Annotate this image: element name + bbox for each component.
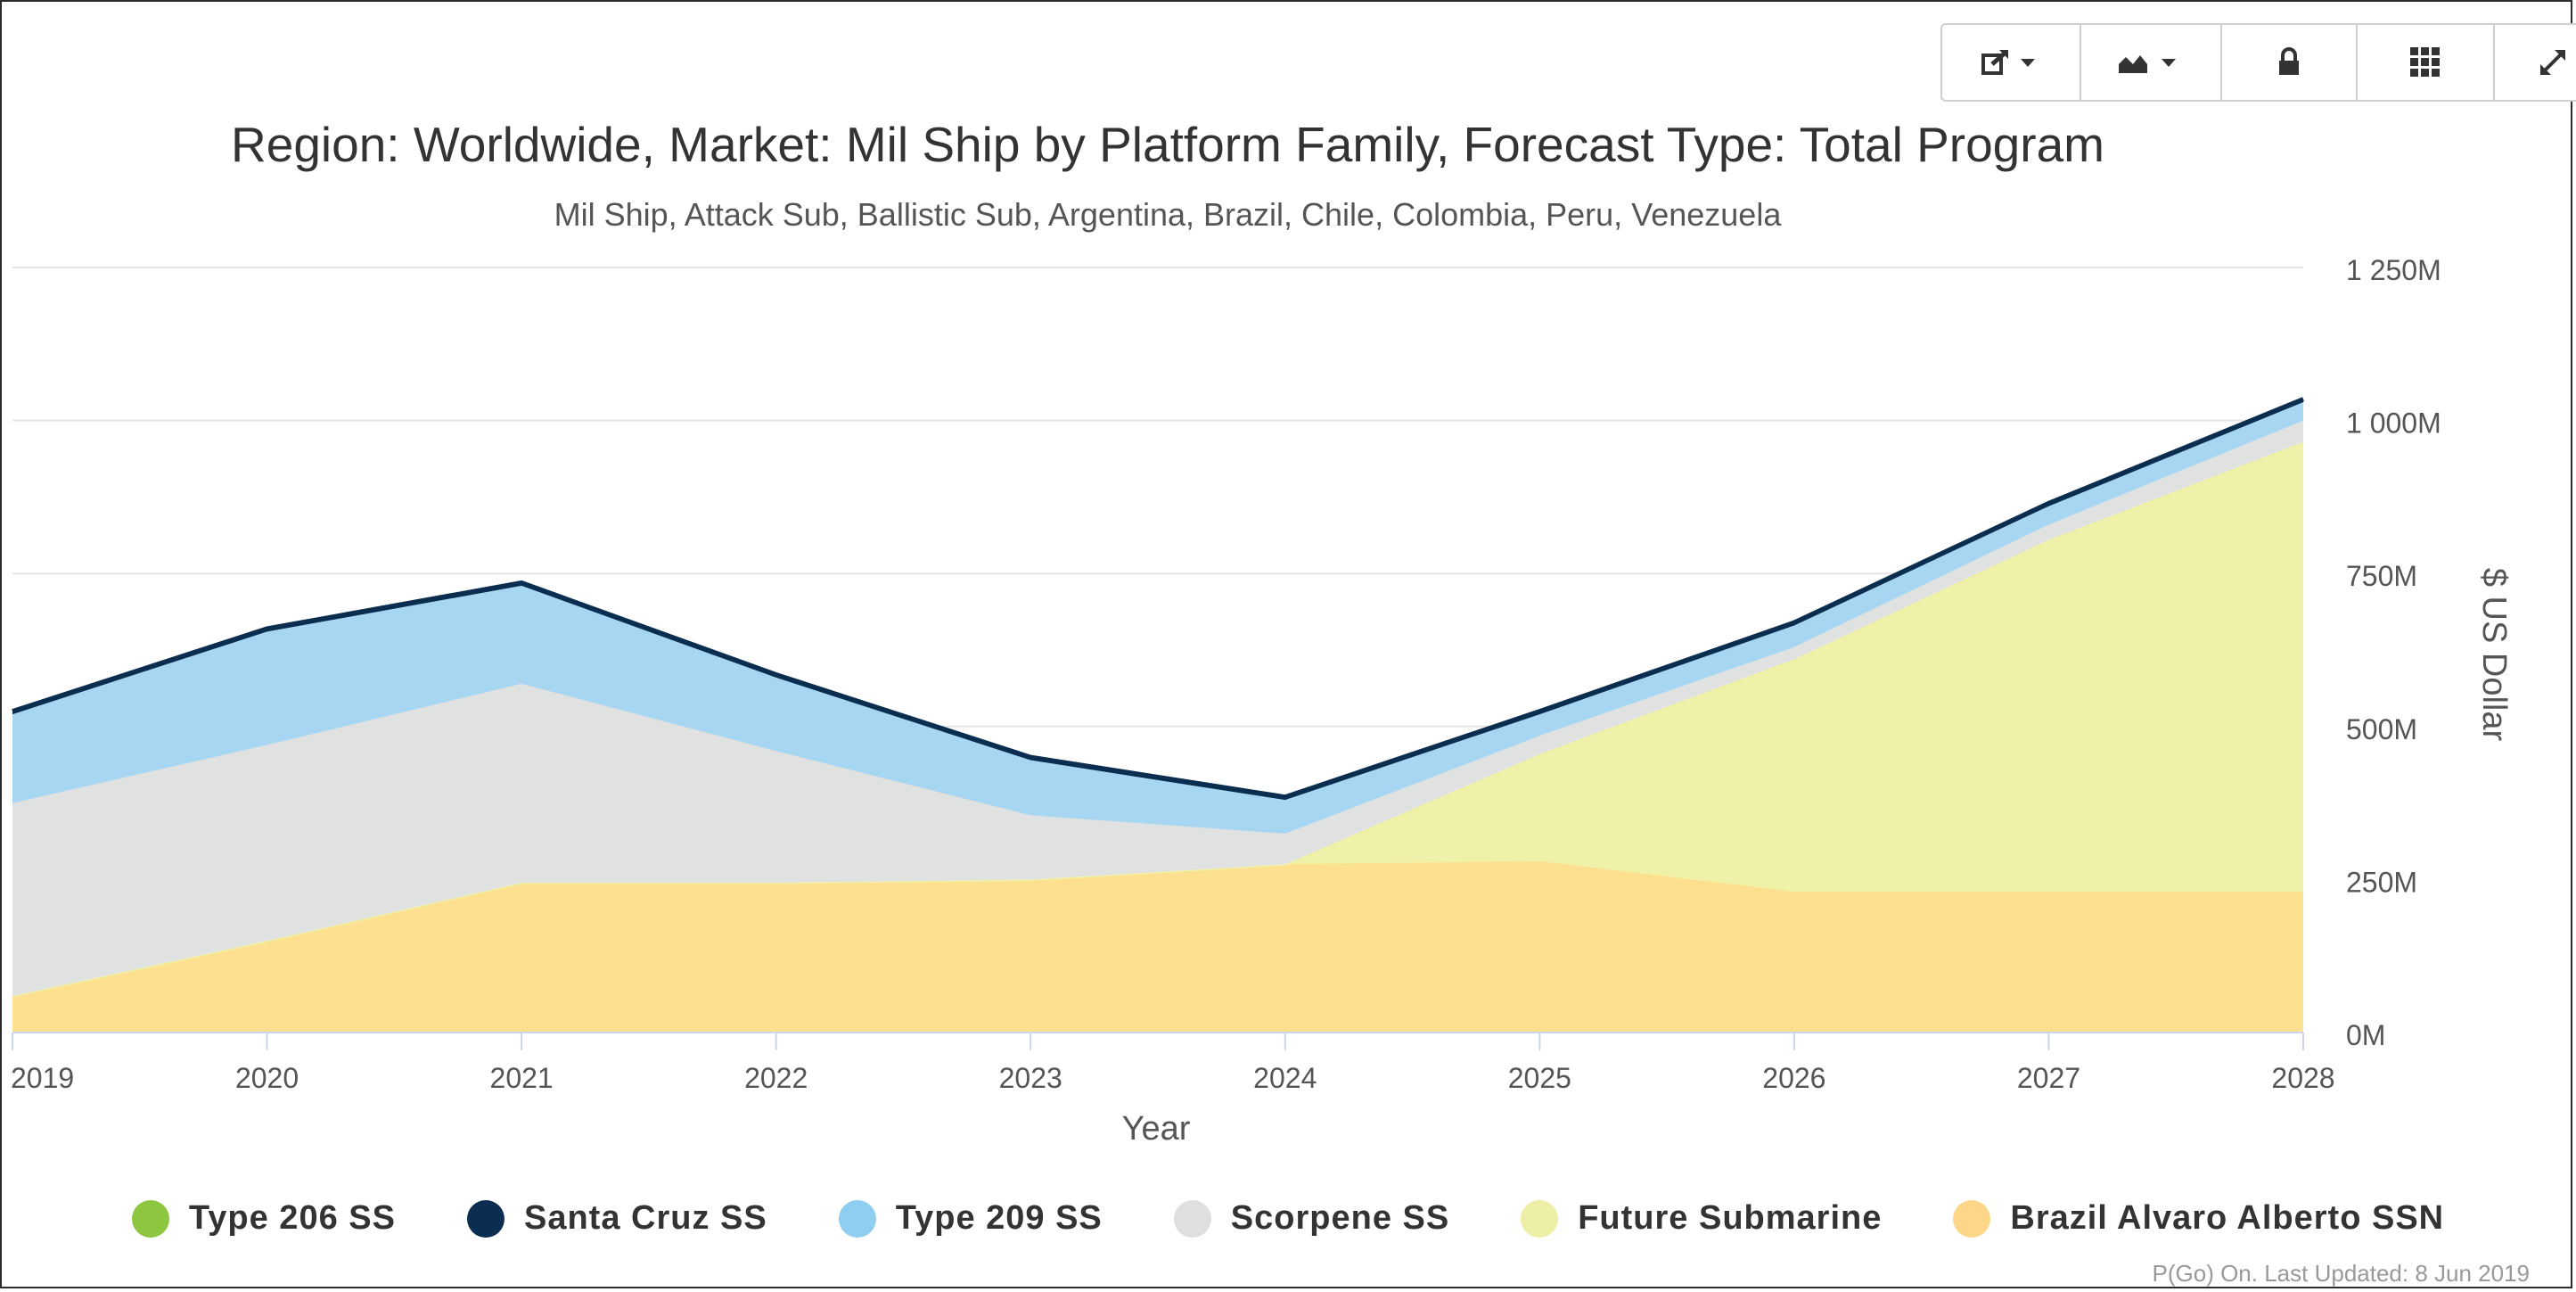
lock-icon (2279, 47, 2299, 75)
legend-label: Brazil Alvaro Alberto SSN (2010, 1199, 2445, 1237)
chart-legend: Type 206 SS Santa Cruz SS Type 209 SS Scorp… (0, 1199, 2576, 1238)
area-scorpene-ss[interactable] (12, 420, 2303, 996)
area-chart-icon (2119, 55, 2176, 73)
chart-subtitle: Mil Ship, Attack Sub, Ballistic Sub, Arg… (554, 196, 1782, 233)
x-tick-label: 2022 (744, 1062, 808, 1094)
legend-swatch (131, 1199, 169, 1238)
y-axis-title: $ US Dollar (2475, 568, 2513, 742)
legend-label: Type 209 SS (895, 1199, 1103, 1237)
export-button[interactable] (1942, 25, 2081, 100)
share-export-icon (1981, 50, 2035, 75)
legend-label: Santa Cruz SS (523, 1199, 767, 1237)
x-axis-title: Year (1122, 1110, 1191, 1148)
y-tick-label: 500M (2346, 713, 2417, 745)
expand-button[interactable] (2495, 25, 2576, 100)
chart-title: Region: Worldwide, Market: Mil Ship by P… (231, 117, 2104, 172)
chevron-down-icon (2162, 59, 2176, 67)
y-tick-label: 0M (2346, 1019, 2385, 1051)
legend-swatch (838, 1199, 876, 1238)
x-tick-label: 2019 (11, 1062, 74, 1094)
y-tick-label: 1 000M (2346, 407, 2441, 440)
series-areas (12, 397, 2304, 1033)
axes: 0M 250M 500M 750M 1 000M 1 250M 2019 2020 2021 20… (11, 254, 2441, 1094)
legend-swatch (1521, 1199, 1559, 1238)
line-santa-cruz-ss (12, 397, 2304, 800)
x-tick-label: 2027 (2017, 1062, 2080, 1094)
y-tick-label: 250M (2346, 866, 2417, 898)
legend-label: Scorpene SS (1230, 1199, 1450, 1237)
legend-item[interactable]: Scorpene SS (1173, 1199, 1450, 1238)
legend-item[interactable]: Brazil Alvaro Alberto SSN (1953, 1199, 2444, 1238)
grid-button[interactable] (2358, 25, 2495, 100)
legend-label: Type 206 SS (188, 1199, 396, 1237)
credits-text: P(Go) On. Last Updated: 8 Jun 2019 (2152, 1260, 2530, 1287)
legend-item[interactable]: Type 209 SS (838, 1199, 1103, 1238)
area-brazil-alvaro-alberto-ssn[interactable] (12, 860, 2303, 1033)
x-tick-label: 2028 (2271, 1062, 2334, 1094)
legend-swatch (1953, 1199, 1991, 1238)
legend-item[interactable]: Santa Cruz SS (466, 1199, 767, 1238)
legend-swatch (466, 1199, 505, 1238)
legend-swatch (1173, 1199, 1211, 1238)
area-type-209-ss[interactable] (12, 402, 2303, 834)
x-tick-label: 2024 (1253, 1062, 1317, 1094)
legend-label: Future Submarine (1578, 1199, 1883, 1237)
x-tick-label: 2026 (1762, 1062, 1825, 1094)
y-tick-label: 750M (2346, 560, 2417, 592)
y-tick-label: 1 250M (2346, 254, 2441, 286)
legend-item[interactable]: Type 206 SS (131, 1199, 396, 1238)
area-future-submarine[interactable] (12, 441, 2303, 996)
x-tick-label: 2023 (999, 1062, 1062, 1094)
chart-type-button[interactable] (2081, 25, 2222, 100)
chevron-down-icon (2021, 59, 2035, 67)
chart-toolbar (1940, 23, 2576, 102)
x-tick-label: 2025 (1508, 1062, 1571, 1094)
lock-button[interactable] (2222, 25, 2358, 100)
x-tick-label: 2021 (490, 1062, 554, 1094)
grid-icon (2410, 47, 2440, 77)
legend-item[interactable]: Future Submarine (1521, 1199, 1882, 1238)
expand-icon (2540, 50, 2565, 75)
x-tick-label: 2020 (235, 1062, 299, 1094)
